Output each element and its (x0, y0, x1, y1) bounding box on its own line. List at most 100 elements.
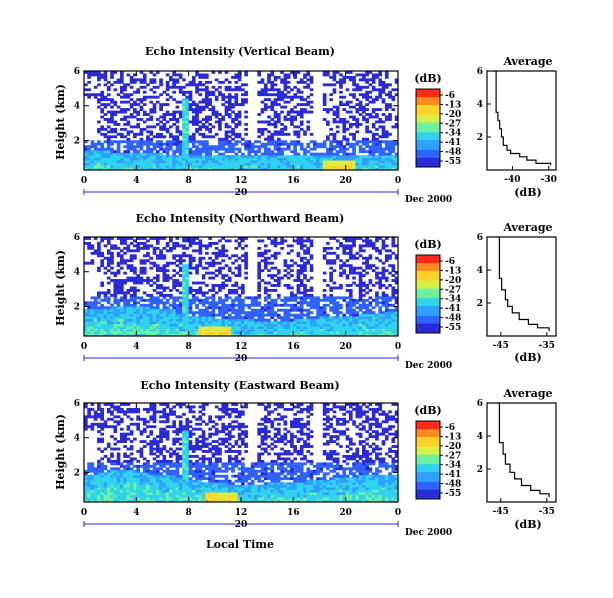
heatmap-cell (195, 150, 199, 154)
heatmap-cell (126, 321, 131, 325)
heatmap-cell (133, 497, 137, 500)
heatmap-cell (84, 157, 88, 161)
colorbar-swatch (416, 282, 440, 285)
heatmap-cell (113, 331, 118, 334)
heatmap-cell (116, 301, 121, 305)
heatmap-cell (126, 331, 131, 334)
heatmap-cell (322, 326, 327, 329)
heatmap-cell (293, 326, 297, 329)
heatmap-cell (178, 326, 183, 329)
heatmap-cell (100, 492, 105, 495)
heatmap-cell (231, 75, 235, 79)
heatmap-cell (276, 88, 281, 92)
heatmap-cell (221, 276, 226, 280)
heatmap-cell (244, 259, 248, 263)
heatmap-cell (276, 328, 281, 332)
heatmap-cell (329, 127, 333, 131)
heatmap-cell (198, 165, 203, 168)
heatmap-cell (110, 462, 114, 466)
heatmap-cell (97, 415, 101, 419)
heatmap-cell (345, 71, 350, 74)
heatmap-cell (224, 137, 229, 141)
heatmap-cell (93, 328, 98, 332)
heatmap-cell (93, 482, 98, 486)
heatmap-cell (149, 308, 154, 312)
heatmap-cell (149, 130, 154, 134)
heatmap-cell (368, 239, 373, 243)
heatmap-cell (169, 147, 173, 151)
heatmap-cell (231, 118, 235, 121)
heatmap-cell (195, 321, 199, 325)
heatmap-cell (218, 157, 222, 161)
heatmap-cell (97, 93, 101, 97)
heatmap-cell (306, 316, 311, 320)
heatmap-cell (133, 489, 137, 493)
heatmap-cell (142, 323, 147, 327)
heatmap-cell (381, 160, 386, 163)
heatmap-cell (172, 244, 176, 248)
heatmap-cell (129, 140, 134, 144)
heatmap-cell (286, 132, 291, 136)
heatmap-cell (178, 100, 183, 104)
heatmap-cell (165, 308, 170, 312)
heatmap-cell (175, 313, 180, 317)
heatmap-cell (97, 160, 101, 163)
heatmap-cell (185, 118, 190, 121)
heatmap-cell (84, 420, 88, 424)
heatmap-cell (211, 110, 216, 114)
heatmap-cell (391, 165, 396, 168)
heatmap-cell (280, 246, 284, 250)
heatmap-cell (309, 298, 314, 302)
heatmap-cell (365, 271, 369, 275)
heatmap-cell (342, 130, 347, 134)
heatmap-cell (93, 249, 98, 253)
heatmap-cell (214, 115, 219, 119)
heatmap-cell (290, 321, 294, 325)
heatmap-cell (123, 167, 127, 171)
heatmap-cell (332, 323, 337, 327)
colorbar-swatch (416, 278, 440, 281)
heatmap-cell (286, 303, 291, 307)
heatmap-cell (290, 244, 294, 248)
heatmap-cell (136, 125, 140, 129)
heatmap-cell (198, 261, 203, 265)
colorbar-swatch (416, 260, 440, 264)
heatmap-cell (136, 157, 140, 161)
heatmap-cell (182, 122, 186, 126)
heatmap-cell (388, 313, 392, 317)
heatmap-cell (365, 78, 369, 82)
heatmap-cell (175, 237, 180, 240)
heatmap-cell (185, 113, 190, 116)
heatmap-cell (205, 313, 209, 317)
heatmap-cell (257, 145, 262, 149)
heatmap-cell (362, 321, 366, 325)
heatmap-cell (149, 316, 154, 320)
heatmap-cell (352, 323, 356, 327)
heatmap-cell (329, 274, 333, 278)
heatmap-cell (188, 108, 193, 112)
heatmap-cell (362, 306, 366, 310)
heatmap-cell (384, 105, 389, 109)
heatmap-cell (100, 464, 105, 468)
heatmap-cell (362, 303, 366, 307)
heatmap-cell (322, 279, 327, 282)
heatmap-cell (391, 311, 396, 315)
heatmap-cell (273, 115, 278, 119)
heatmap-cell (113, 88, 118, 92)
heatmap-cell (106, 130, 111, 134)
heatmap-cell (263, 256, 268, 260)
heatmap-cell (368, 301, 373, 305)
heatmap-cell (133, 155, 137, 159)
heatmap-cell (191, 288, 196, 292)
heatmap-cell (355, 323, 360, 327)
heatmap-cell (90, 422, 95, 426)
heatmap-cell (244, 162, 248, 166)
heatmap-cell (172, 254, 176, 258)
heatmap-cell (244, 328, 248, 332)
heatmap-cell (234, 246, 239, 250)
heatmap-cell (384, 296, 389, 300)
heatmap-cell (129, 249, 134, 253)
heatmap-cell (375, 323, 379, 327)
heatmap-cell (348, 142, 353, 146)
heatmap-cell (221, 298, 226, 302)
